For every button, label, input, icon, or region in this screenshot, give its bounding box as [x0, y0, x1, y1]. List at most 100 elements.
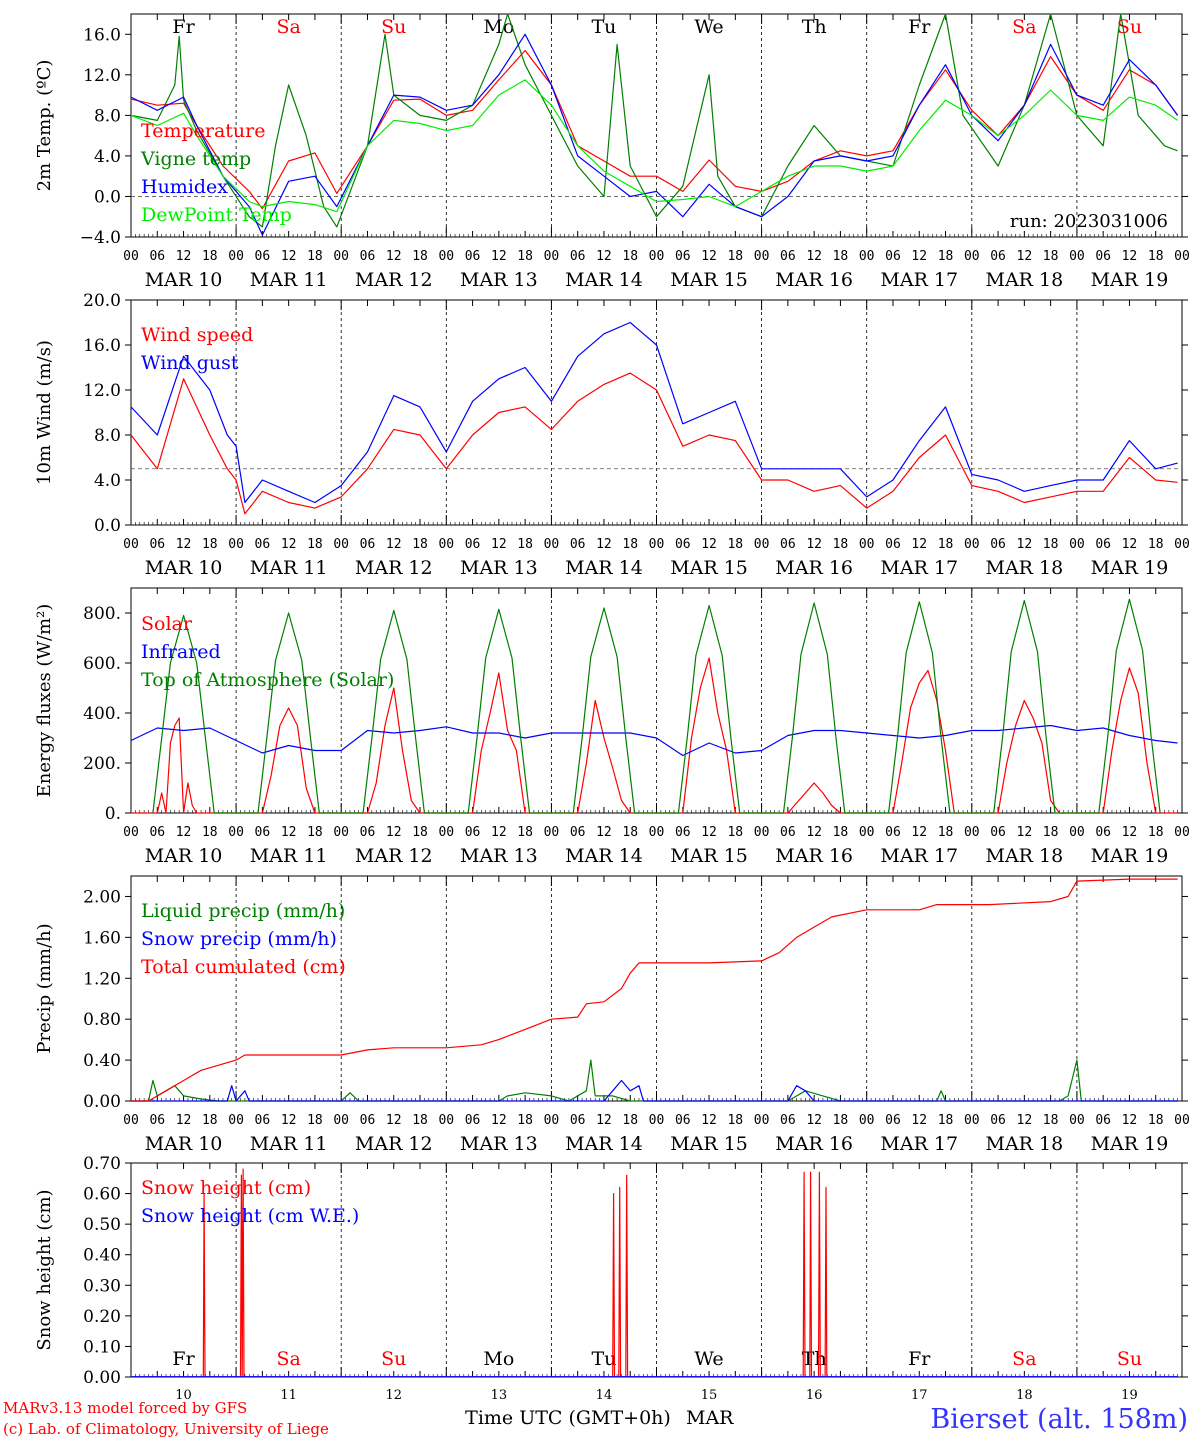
- y-tick-label: 0.50: [83, 1215, 121, 1235]
- hour-tick-label: 12: [1122, 1113, 1138, 1128]
- date-label: MAR 15: [670, 269, 748, 291]
- hour-tick-label: 06: [570, 249, 586, 264]
- y-tick-label: 1.60: [83, 928, 121, 948]
- hour-tick-label: 00: [1069, 249, 1085, 264]
- hour-tick-label: 12: [281, 537, 297, 552]
- hour-tick-label: 18: [622, 825, 638, 840]
- hour-tick-label: 06: [780, 1113, 796, 1128]
- hour-tick-label: 18: [517, 1113, 533, 1128]
- hour-tick-label: 12: [596, 1113, 612, 1128]
- day-number-label: 19: [1121, 1388, 1138, 1403]
- hour-tick-label: 12: [176, 825, 192, 840]
- hour-tick-label: 12: [491, 1113, 507, 1128]
- hour-tick-label: 00: [1069, 1113, 1085, 1128]
- series-line-temperature: [130, 49, 1179, 210]
- hour-tick-label: 00: [123, 537, 139, 552]
- hour-tick-label: 18: [833, 249, 849, 264]
- series-line-top-of-atmosphere-solar-: [152, 598, 1161, 814]
- hour-tick-label: 12: [386, 1113, 402, 1128]
- y-tick-label: 0.0: [94, 187, 121, 207]
- hour-tick-label: 00: [123, 1113, 139, 1128]
- series-line-snow-height-cm-: [131, 1168, 1178, 1378]
- weekday-label: Fr: [172, 16, 195, 38]
- date-label: MAR 14: [565, 1133, 643, 1155]
- hour-tick-label: 12: [1122, 249, 1138, 264]
- hour-tick-label: 06: [360, 1113, 376, 1128]
- y-tick-label: 8.0: [94, 426, 121, 446]
- hour-tick-label: 06: [255, 825, 271, 840]
- hour-tick-label: 06: [149, 825, 165, 840]
- hour-tick-label: 00: [544, 537, 560, 552]
- hour-tick-label: 00: [438, 1113, 454, 1128]
- hour-tick-label: 12: [491, 249, 507, 264]
- hour-tick-label: 12: [911, 825, 927, 840]
- legend-entry: Wind speed: [141, 324, 253, 346]
- hour-tick-label: 00: [333, 537, 349, 552]
- hour-tick-label: 06: [675, 537, 691, 552]
- date-label: MAR 15: [670, 1133, 748, 1155]
- panel-snow: 0.00 0.10 0.20 0.30 0.40 0.50 0.60 0.70 Snow hei…: [34, 1154, 1188, 1403]
- hour-tick-label: 06: [885, 249, 901, 264]
- legend-entry: Wind gust: [141, 352, 239, 374]
- hour-tick-label: 18: [833, 1113, 849, 1128]
- hour-tick-label: 12: [281, 825, 297, 840]
- y-tick-label: 0.40: [83, 1246, 121, 1266]
- date-label: MAR 11: [250, 269, 328, 291]
- legend-entry: Solar: [141, 613, 193, 635]
- y-tick-label: −4.0: [80, 228, 121, 248]
- date-label: MAR 10: [145, 1133, 223, 1155]
- hour-tick-label: 00: [754, 249, 770, 264]
- series-line-dewpoint-temp: [130, 79, 1178, 213]
- hour-tick-label: 12: [911, 537, 927, 552]
- hour-tick-label: 06: [1095, 249, 1111, 264]
- hour-tick-label: 12: [491, 825, 507, 840]
- y-tick-label: 12.0: [83, 66, 121, 86]
- weekday-label: Su: [381, 16, 406, 38]
- hour-tick-label: 12: [911, 249, 927, 264]
- date-label: MAR 10: [145, 845, 223, 867]
- hour-tick-label: 06: [675, 249, 691, 264]
- weekday-label: Sa: [276, 1348, 300, 1370]
- hour-tick-label: 12: [701, 537, 717, 552]
- y-tick-label: 0.0: [94, 516, 121, 536]
- y-tick-label: 0.20: [83, 1307, 121, 1327]
- y-tick-label: 4.0: [94, 147, 121, 167]
- hour-tick-label: 18: [1043, 537, 1059, 552]
- run-label: run: 2023031006: [1010, 211, 1168, 232]
- hour-tick-label: 00: [859, 537, 875, 552]
- hour-tick-label: 12: [491, 537, 507, 552]
- date-label: MAR 17: [880, 1133, 958, 1155]
- date-label: MAR 15: [670, 557, 748, 579]
- y-tick-label: 16.0: [83, 336, 121, 356]
- hour-tick-label: 06: [360, 249, 376, 264]
- hour-tick-label: 12: [281, 1113, 297, 1128]
- date-label: MAR 11: [250, 845, 328, 867]
- hour-tick-label: 18: [938, 1113, 954, 1128]
- hour-tick-label: 06: [465, 1113, 481, 1128]
- weekday-label: Th: [802, 16, 827, 38]
- date-label: MAR 16: [775, 1133, 853, 1155]
- weekday-label: We: [694, 16, 723, 38]
- y-tick-label: 400.: [83, 704, 121, 724]
- series-line-wind-speed: [130, 372, 1178, 515]
- hour-tick-label: 00: [1174, 1113, 1190, 1128]
- credit-line: (c) Lab. of Climatology, University of L…: [3, 1420, 329, 1438]
- hour-tick-label: 18: [517, 537, 533, 552]
- hour-tick-label: 18: [1043, 249, 1059, 264]
- hour-tick-label: 06: [465, 537, 481, 552]
- y-tick-label: 16.0: [83, 25, 121, 45]
- hour-tick-label: 00: [754, 825, 770, 840]
- hour-tick-label: 06: [780, 249, 796, 264]
- legend-entry: Infrared: [141, 641, 221, 663]
- y-tick-label: 0.60: [83, 1185, 121, 1205]
- legend-entry: Snow height (cm): [141, 1177, 311, 1199]
- legend-entry: Top of Atmosphere (Solar): [141, 669, 394, 691]
- hour-tick-label: 00: [649, 1113, 665, 1128]
- hour-tick-label: 12: [1017, 249, 1033, 264]
- hour-tick-label: 18: [202, 537, 218, 552]
- hour-tick-label: 00: [1069, 825, 1085, 840]
- day-number-label: 16: [806, 1388, 823, 1403]
- series-line-wind-gust: [130, 321, 1178, 504]
- hour-tick-label: 00: [649, 537, 665, 552]
